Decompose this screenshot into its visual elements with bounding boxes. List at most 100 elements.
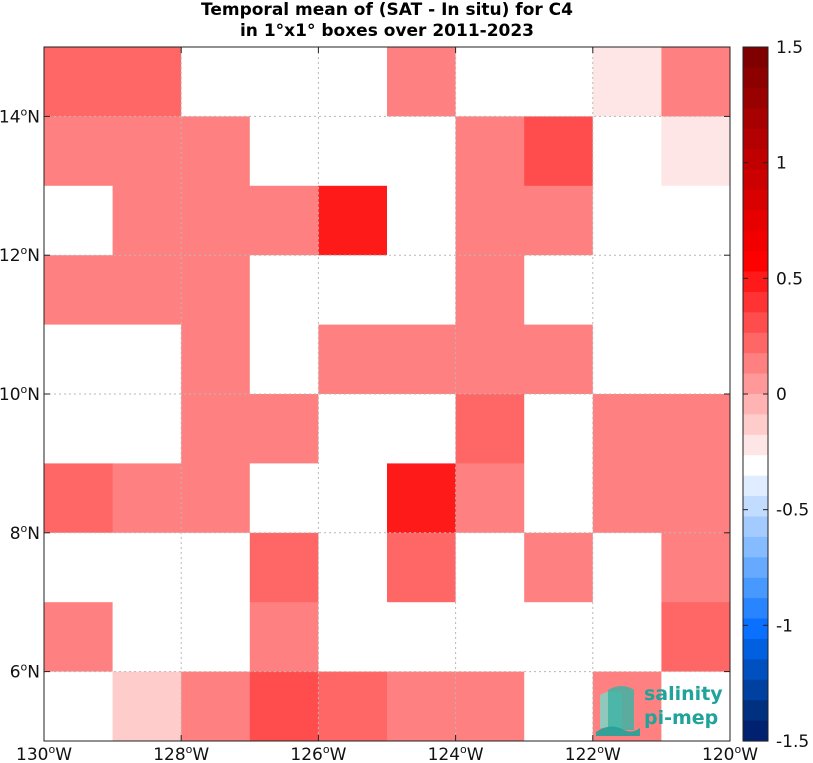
heatmap-cell (44, 463, 114, 534)
heatmap-cell (661, 185, 731, 256)
heatmap-cell (249, 394, 319, 464)
heatmap-cell (592, 394, 662, 464)
title-line-2: in 1°x1° boxes over 2011-2023 (239, 21, 535, 41)
y-axis-ticks: 14oN 12oN 10oN 8oN 6oN (0, 105, 730, 683)
heatmap-cell (592, 116, 662, 187)
heatmap-cell (592, 47, 662, 117)
colorbar-segment (743, 700, 768, 722)
heatmap-cell (661, 255, 731, 326)
y-tick-label: 6oN (10, 661, 40, 683)
colorbar-segment (743, 210, 768, 232)
heatmap-cell (387, 185, 457, 256)
heatmap-cell (661, 394, 731, 464)
heatmap-cell (181, 255, 251, 326)
heatmap-cell (592, 602, 662, 673)
heatmap-cell (318, 116, 388, 187)
heatmap-cell (44, 47, 114, 117)
colorbar-segment (743, 455, 768, 477)
colorbar-tick-label: -1.5 (776, 732, 809, 752)
colorbar-segment (743, 332, 768, 354)
heatmap-cell (387, 463, 457, 534)
heatmap-cell (455, 324, 525, 395)
heatmap-cell (318, 463, 388, 534)
colorbar-segment (743, 373, 768, 395)
colorbar-tick-label: -0.5 (776, 501, 809, 521)
heatmap-cell (181, 671, 251, 742)
salinity-pi-mep-logo: salinity pi-mep (596, 683, 723, 736)
y-tick-label: 14oN (0, 105, 40, 127)
heatmap-cell (455, 255, 525, 326)
heatmap-cell (112, 463, 182, 534)
heatmap-cell (249, 532, 319, 603)
heatmap-cell (112, 671, 182, 742)
heatmap-cell (44, 394, 114, 464)
heatmap-cell (524, 602, 594, 673)
heatmap-cell (592, 324, 662, 395)
heatmap-cell (524, 255, 594, 326)
title-line-1: Temporal mean of (SAT - In situ) for C4 (201, 0, 573, 20)
heatmap-cell (181, 324, 251, 395)
heatmap-cell (249, 671, 319, 742)
heatmap-cell (181, 602, 251, 673)
heatmap-cell (524, 324, 594, 395)
logo-icon (596, 686, 640, 736)
heatmap-cell (318, 671, 388, 742)
x-tick-label: 130oW (16, 743, 72, 763)
colorbar-segment (743, 414, 768, 436)
heatmap-cell (318, 602, 388, 673)
colorbar-segment (743, 496, 768, 518)
x-axis-ticks: 130oW 128oW 126oW 124oW 122oW 120oW (16, 47, 758, 763)
x-tick-label: 122oW (565, 743, 621, 763)
colorbar-segment (743, 557, 768, 579)
heatmap-cell (661, 602, 731, 673)
y-tick-label: 8oN (10, 522, 40, 544)
heatmap-cell (181, 463, 251, 534)
colorbar: 1.5 1 0.5 0 -0.5 -1 -1.5 (742, 38, 809, 752)
heatmap-cell (44, 324, 114, 395)
heatmap-cell (661, 671, 731, 742)
heatmap-cell (44, 185, 114, 256)
colorbar-tick-label: 1.5 (776, 38, 803, 58)
heatmap-cell (44, 671, 114, 742)
colorbar-segment (743, 230, 768, 252)
colorbar-tick-label: 0 (776, 385, 787, 405)
heatmap-cell (661, 116, 731, 187)
heatmap-cell (318, 47, 388, 117)
heatmap-cell (44, 602, 114, 673)
heatmap-cell (249, 602, 319, 673)
heatmap-cell (455, 532, 525, 603)
heatmap-cell (524, 532, 594, 603)
heatmap-cell (181, 185, 251, 256)
heatmap-cell (112, 532, 182, 603)
heatmap-cell (181, 116, 251, 187)
colorbar-segment (743, 251, 768, 273)
heatmap-cell (592, 532, 662, 603)
heatmap-cell (318, 532, 388, 603)
heatmap-cell (249, 255, 319, 326)
heatmap-cell (112, 47, 182, 117)
heatmap-cell (387, 671, 457, 742)
colorbar-segment (743, 47, 768, 69)
y-tick-label: 12oN (0, 244, 40, 266)
colorbar-segment (743, 475, 768, 497)
heatmap-cell (387, 47, 457, 117)
heatmap-cell (455, 394, 525, 464)
heatmap-cell (112, 602, 182, 673)
colorbar-segment (743, 618, 768, 640)
colorbar-tick-label: -1 (776, 616, 793, 636)
heatmap-cell (387, 532, 457, 603)
heatmap-cell (112, 255, 182, 326)
chart-title: Temporal mean of (SAT - In situ) for C4 … (44, 0, 730, 42)
heatmap-cell (318, 255, 388, 326)
colorbar-segment (743, 67, 768, 89)
heatmap-cell (524, 671, 594, 742)
heatmap-cell (249, 324, 319, 395)
colorbar-segment (743, 536, 768, 558)
heatmap-cell (455, 116, 525, 187)
x-tick-label: 128oW (153, 743, 209, 763)
heatmap-cell (661, 463, 731, 534)
heatmap-cell (112, 324, 182, 395)
heatmap-cell (249, 185, 319, 256)
heatmap-cell (455, 671, 525, 742)
heatmap-cell (112, 116, 182, 187)
